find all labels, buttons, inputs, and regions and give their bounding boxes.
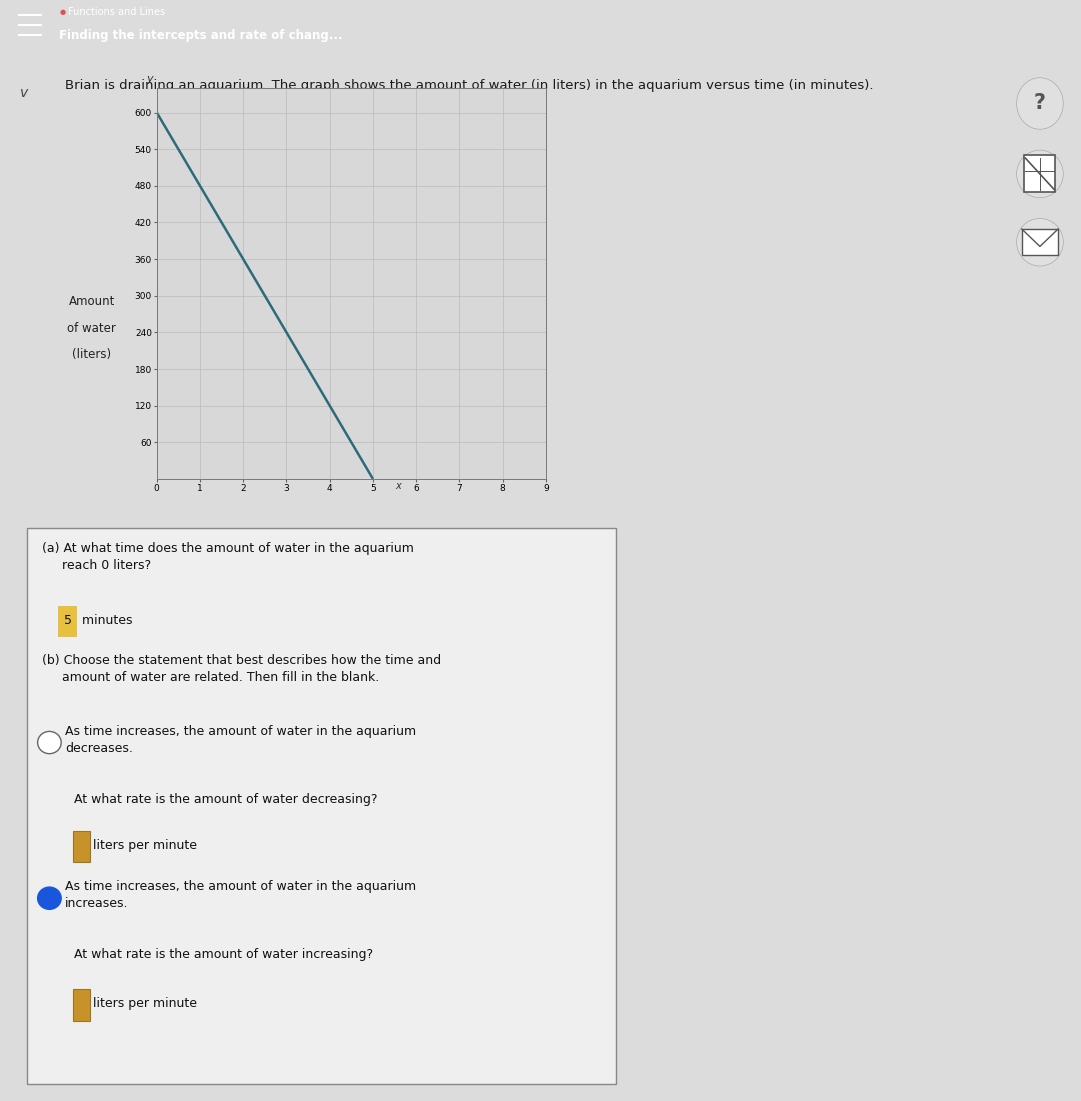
Text: minutes: minutes — [78, 613, 132, 626]
Text: As time increases, the amount of water in the aquarium
increases.: As time increases, the amount of water i… — [65, 881, 416, 911]
Text: As time increases, the amount of water in the aquarium
decreases.: As time increases, the amount of water i… — [65, 724, 416, 755]
Text: Functions and Lines: Functions and Lines — [68, 8, 165, 18]
Circle shape — [38, 731, 62, 754]
Text: At what rate is the amount of water decreasing?: At what rate is the amount of water decr… — [75, 793, 377, 806]
Text: Brian is draining an aquarium. The graph shows the amount of water (in liters) i: Brian is draining an aquarium. The graph… — [65, 79, 873, 92]
Text: Amount: Amount — [69, 295, 115, 308]
Text: v: v — [19, 86, 28, 100]
Text: At what rate is the amount of water increasing?: At what rate is the amount of water incr… — [75, 948, 373, 961]
FancyBboxPatch shape — [1025, 155, 1055, 193]
Text: ●: ● — [59, 10, 66, 15]
FancyBboxPatch shape — [74, 831, 90, 862]
Text: liters per minute: liters per minute — [93, 839, 197, 852]
FancyBboxPatch shape — [27, 528, 616, 1084]
Text: liters per minute: liters per minute — [93, 998, 197, 1011]
Circle shape — [1016, 218, 1064, 266]
FancyBboxPatch shape — [58, 606, 77, 636]
Text: x: x — [396, 481, 401, 491]
Text: (a) At what time does the amount of water in the aquarium
     reach 0 liters?: (a) At what time does the amount of wate… — [42, 543, 414, 573]
Text: Finding the intercepts and rate of chang...: Finding the intercepts and rate of chang… — [59, 29, 343, 42]
Text: 5: 5 — [64, 613, 71, 626]
Text: Time (minutes): Time (minutes) — [306, 528, 397, 541]
Circle shape — [1016, 78, 1064, 129]
Text: (b) Choose the statement that best describes how the time and
     amount of wat: (b) Choose the statement that best descr… — [42, 654, 441, 684]
Text: ?: ? — [1033, 94, 1046, 113]
Text: y: y — [146, 74, 152, 84]
FancyBboxPatch shape — [74, 990, 90, 1021]
FancyBboxPatch shape — [1022, 229, 1058, 255]
Circle shape — [38, 887, 62, 909]
Circle shape — [1016, 150, 1064, 198]
Text: (liters): (liters) — [72, 348, 111, 361]
Text: of water: of water — [67, 321, 117, 335]
